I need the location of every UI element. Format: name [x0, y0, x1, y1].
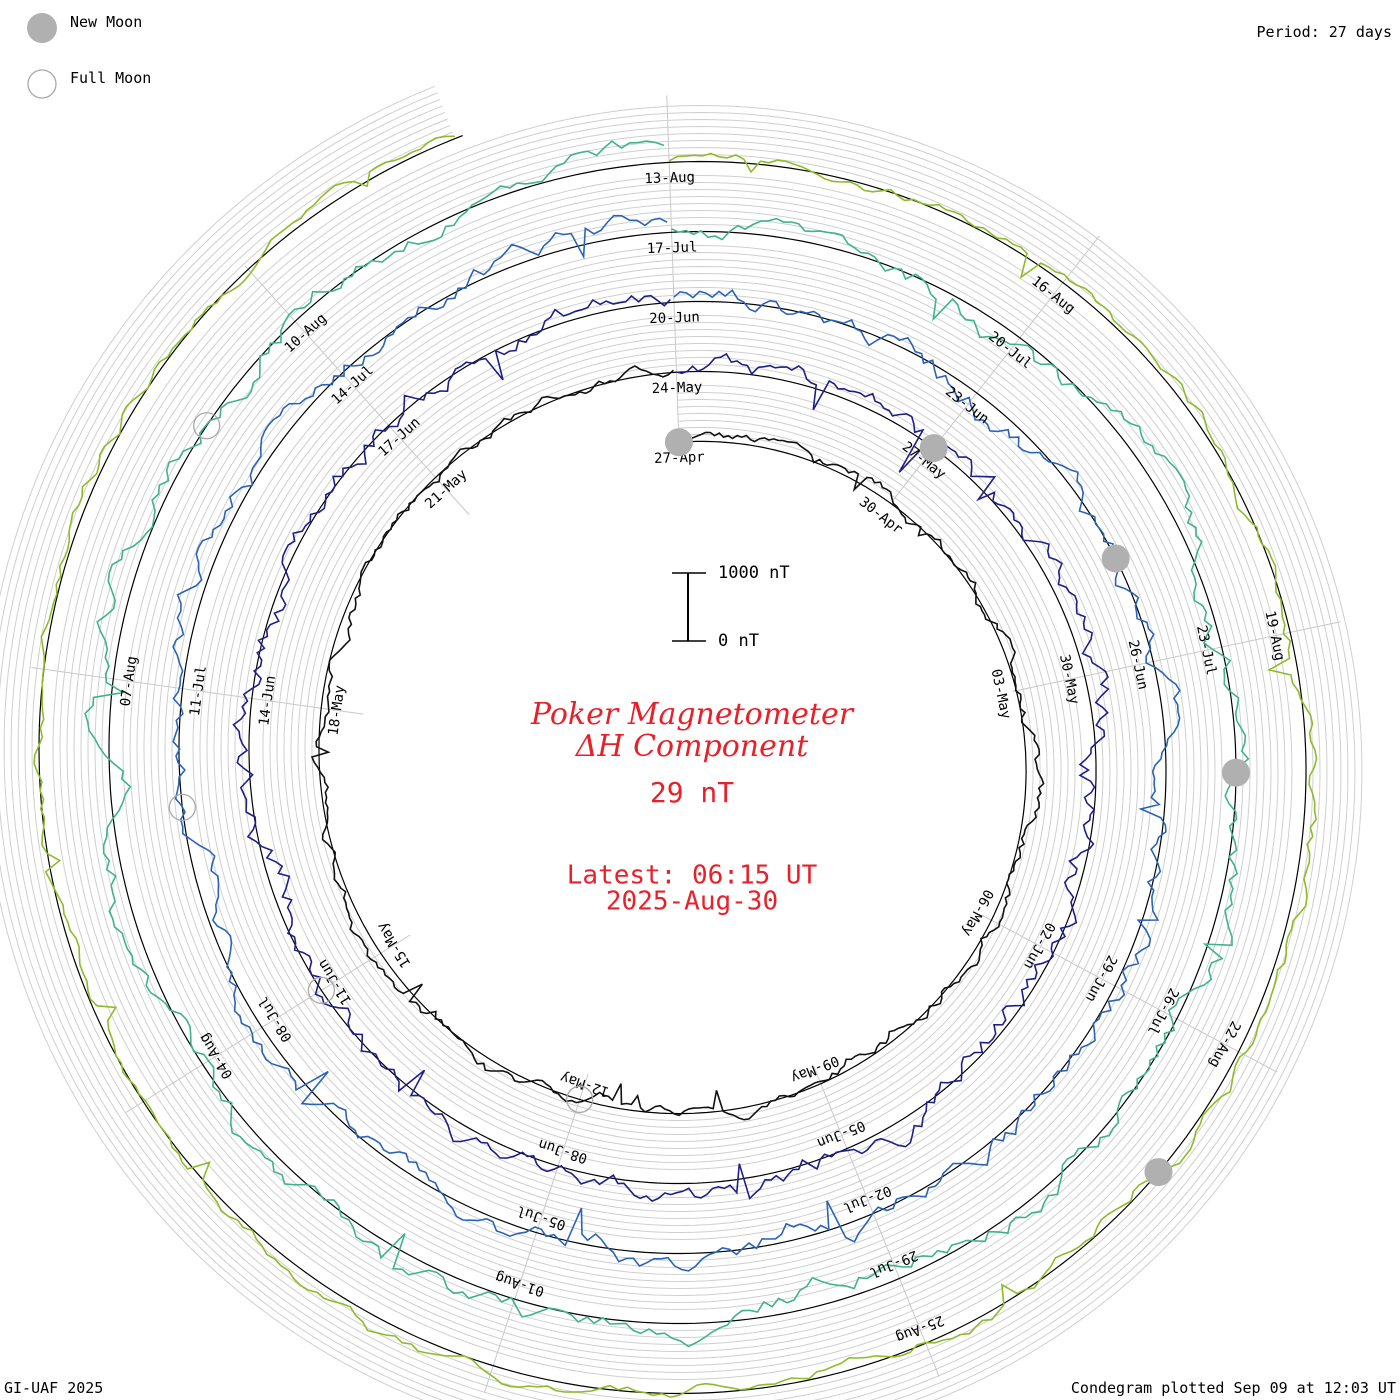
radial-grid-line: [244, 265, 470, 516]
latest-date-label: 2025-Aug-30: [606, 887, 778, 917]
new-moon-marker: [919, 434, 948, 463]
full-moon-marker: [168, 793, 197, 822]
date-tick-label: 09-May: [788, 1052, 841, 1086]
spiral-grid-ring: [0, 98, 1349, 1400]
spiral-grid-ring: [24, 125, 1321, 1400]
spiral-grid-ring: [0, 92, 1356, 1400]
series-line-cycle-4: [84, 140, 1250, 1348]
date-tick-label: 03-May: [988, 668, 1014, 721]
radial-grid-line: [31, 666, 364, 715]
date-tick-label: 13-Aug: [644, 169, 695, 187]
spiral-grid-ring: [17, 118, 1328, 1400]
date-tick-label: 11-Jul: [187, 665, 210, 717]
current-value-label: 29 nT: [650, 776, 734, 809]
full-moon-marker: [307, 976, 336, 1004]
date-tick-label: 27-Apr: [654, 449, 705, 467]
date-tick-label: 14-Jun: [256, 675, 279, 727]
new-moon-marker: [1101, 544, 1130, 573]
spiral-baseline: [38, 135, 1307, 1395]
date-tick-label: 18-May: [326, 684, 349, 736]
new-moon-marker: [1144, 1158, 1173, 1187]
new-moon-legend-icon: [27, 13, 57, 43]
date-tick-label: 05-Jun: [815, 1117, 868, 1151]
spiral-grid-ring: [3, 105, 1342, 1400]
series-line-cycle-2: [232, 294, 1110, 1203]
full-moon-legend-icon: [27, 69, 57, 99]
chart-title-line-2: ΔH Component: [575, 729, 809, 764]
date-tick-label: 23-Jul: [1193, 624, 1219, 677]
latest-time-label: Latest: 06:15 UT: [567, 861, 818, 891]
spiral-grid-ring: [0, 85, 1363, 1400]
series-line-cycle-5: [33, 135, 1318, 1399]
date-tick-label: 19-Aug: [1261, 609, 1287, 662]
series-line-cycle-3: [172, 214, 1181, 1272]
new-moon-legend-label: New Moon: [70, 13, 143, 31]
full-moon-marker: [566, 1085, 594, 1114]
chart-title-line-1: Poker Magnetometer: [530, 697, 855, 732]
date-tick-label: 26-Jun: [1125, 638, 1151, 691]
radial-grid-line: [1012, 621, 1341, 692]
radial-grid-line: [666, 95, 679, 431]
radial-grid-line: [813, 1065, 940, 1377]
date-tick-label: 15-May: [374, 919, 414, 970]
date-tick-label: 30-May: [1056, 653, 1082, 706]
credit-label: GI-UAF 2025: [4, 1379, 104, 1397]
scale-label-top: 1000 nT: [718, 563, 790, 583]
date-tick-label: 24-May: [651, 379, 702, 397]
radial-grid-line: [981, 914, 1278, 1073]
new-moon-marker: [1222, 758, 1251, 787]
series-line-cycle-1: [310, 365, 1045, 1121]
full-moon-marker: [193, 412, 221, 440]
scale-label-bottom: 0 nT: [718, 631, 759, 651]
spiral-grid-ring: [10, 111, 1335, 1400]
date-tick-label: 20-Jun: [649, 309, 700, 327]
period-label: Period: 27 days: [1256, 23, 1392, 41]
date-tick-label: 17-Jul: [647, 239, 698, 257]
full-moon-legend-label: Full Moon: [70, 69, 152, 87]
date-tick-label: 29-Jul: [867, 1247, 920, 1281]
date-tick-label: 07-Aug: [118, 655, 141, 707]
plotted-timestamp: Condegram plotted Sep 09 at 12:03 UT: [1070, 1379, 1396, 1397]
date-tick-label: 25-Aug: [893, 1312, 946, 1346]
new-moon-marker: [664, 428, 693, 457]
